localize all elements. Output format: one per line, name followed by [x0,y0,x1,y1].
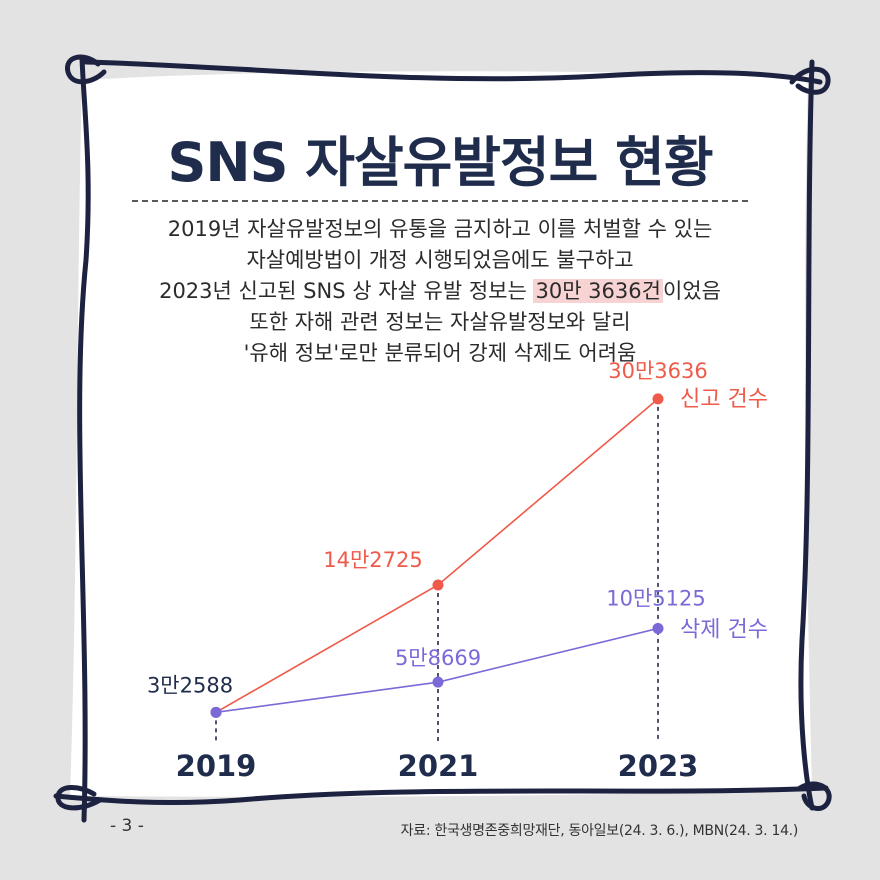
data-point-s0-2021 [432,579,444,591]
description: 2019년 자살유발정보의 유통을 금지하고 이를 처벌할 수 있는 자살예방법… [0,214,880,369]
data-point-s1-2023 [652,622,664,634]
series-line-1 [215,627,659,714]
data-point-s1-2021 [432,676,444,688]
desc-line-4: 또한 자해 관련 정보는 자살유발정보와 달리 [249,310,631,334]
frame-loop-bottom-left [55,785,103,811]
legend-report: 신고 건수 [680,387,768,412]
data-point-s0-2023 [652,393,664,405]
frame-loop-bottom-right [797,781,832,812]
frame-fill [70,71,812,797]
legend-delete: 삭제 건수 [680,617,768,642]
data-point-s1-2019 [210,706,222,718]
x-label-2023: 2023 [618,749,699,783]
value-label-report-2021: 14만2725 [323,548,423,572]
frame-right [798,59,815,811]
frame-top [83,59,823,85]
desc-line-1: 2019년 자살유발정보의 유통을 금지하고 이를 처벌할 수 있는 [167,217,713,241]
frame-loop-top-right [789,66,831,95]
value-label-delete-2023: 10만5125 [606,586,706,610]
desc-line-5: '유해 정보'로만 분류되어 강제 삭제도 어려움 [243,341,637,365]
desc-line-3: 2023년 신고된 SNS 상 자살 유발 정보는 30만 3636건이었음 [0,276,880,307]
x-label-2021: 2021 [398,749,479,783]
x-label-2019: 2019 [176,749,257,783]
dashed-divider [132,200,748,202]
page-number: - 3 - [110,816,144,836]
value-label-delete-2021: 5만8669 [395,646,481,670]
page-title: SNS 자살유발정보 현황 [167,131,713,194]
frame-loop-top-left [65,54,107,85]
value-label-report-2023: 30만3636 [608,359,708,383]
desc-line-3-end: 이었음 [662,279,721,303]
desc-line-2: 자살예방법이 개정 시행되었음에도 불구하고 [246,248,634,272]
highlight-count: 30만 3636건 [533,279,663,303]
value-label-2019: 3만2588 [147,673,233,697]
source-citation: 자료: 한국생명존중희망재단, 동아일보(24. 3. 6.), MBN(24.… [400,823,799,839]
desc-line-3-start: 2023년 신고된 SNS 상 자살 유발 정보는 [159,279,534,303]
frame-bottom [53,785,829,806]
frame-left [77,55,91,823]
